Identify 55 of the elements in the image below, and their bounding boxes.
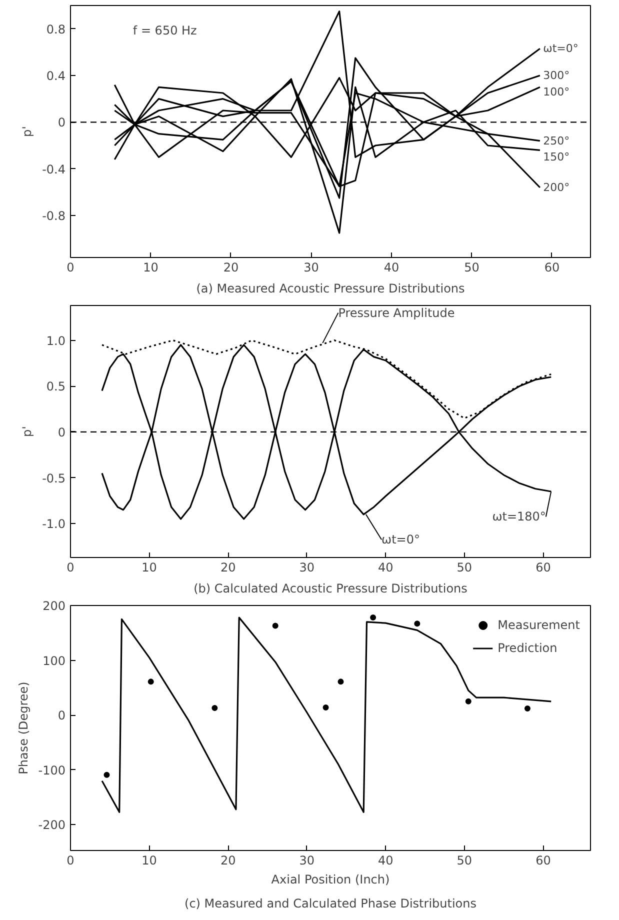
y-tick-label: 0.4 <box>46 69 66 83</box>
legend-label: Measurement <box>498 618 580 632</box>
x-tick-label: 30 <box>299 854 315 868</box>
x-tick-label: 60 <box>536 560 551 574</box>
y-tick-label: 0 <box>58 425 66 440</box>
y-axis-title: Phase (Degree) <box>16 682 30 774</box>
annotation: f = 650 Hz <box>132 24 197 38</box>
y-axis-title: p' <box>20 426 34 437</box>
y-tick-label: -0.5 <box>42 471 66 486</box>
series-label: 100° <box>543 85 570 98</box>
y-tick-label: -100 <box>38 763 66 778</box>
x-tick-label: 10 <box>142 854 157 868</box>
x-tick-label: 0 <box>66 260 74 274</box>
y-tick-label: 0 <box>58 708 66 723</box>
series-label: 150° <box>543 150 570 164</box>
y-tick-label: 0.5 <box>46 380 66 394</box>
y-axis-title: p' <box>20 126 34 137</box>
text: (b) Calculated Acoustic Pressure Distributions <box>194 582 468 596</box>
y-tick-label: 100 <box>42 654 66 668</box>
x-tick-label: 60 <box>536 854 551 868</box>
x-tick-label: 10 <box>142 560 157 574</box>
y-tick-label: 0 <box>58 116 66 130</box>
annotation: ωt=0° <box>382 532 420 547</box>
x-tick-label: 30 <box>304 260 319 274</box>
x-tick-label: 30 <box>299 560 315 574</box>
x-tick-label: 40 <box>378 560 394 574</box>
x-tick-label: 0 <box>66 854 74 868</box>
series-label: ωt=0° <box>543 42 578 56</box>
x-tick-label: 40 <box>384 260 400 274</box>
x-tick-label: 60 <box>544 260 560 274</box>
x-tick-label: 50 <box>464 260 480 274</box>
y-tick-label: 0.8 <box>46 22 66 36</box>
x-tick-label: 20 <box>223 260 239 274</box>
y-tick-label: 200 <box>42 599 66 613</box>
x-tick-label: 40 <box>378 854 394 868</box>
y-tick-label: -1.0 <box>42 517 66 532</box>
x-axis-title: Axial Position (Inch) <box>271 872 390 886</box>
x-tick-label: 0 <box>66 560 74 574</box>
y-tick-label: -0.8 <box>42 209 66 223</box>
text: (c) Measured and Calculated Phase Distributions <box>184 896 476 910</box>
y-tick-label: -200 <box>38 818 66 832</box>
legend-label: Prediction <box>498 641 558 655</box>
series-label: 300° <box>543 69 570 82</box>
annotation: ωt=180° <box>492 510 546 524</box>
y-tick-label: 1.0 <box>46 334 66 348</box>
x-tick-label: 50 <box>456 854 472 868</box>
y-tick-label: -0.4 <box>42 162 66 176</box>
x-tick-label: 20 <box>220 854 236 868</box>
series-label: 200° <box>543 181 570 194</box>
x-tick-label: 50 <box>456 560 472 574</box>
x-tick-label: 10 <box>143 260 158 274</box>
x-tick-label: 20 <box>220 560 236 574</box>
text: (a) Measured Acoustic Pressure Distributions <box>196 282 465 296</box>
annotation: Pressure Amplitude <box>338 306 455 320</box>
series-label: 250° <box>543 134 570 148</box>
